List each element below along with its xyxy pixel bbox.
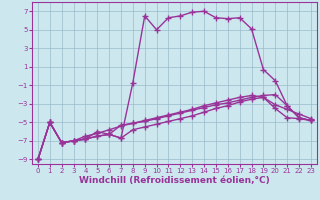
X-axis label: Windchill (Refroidissement éolien,°C): Windchill (Refroidissement éolien,°C) <box>79 176 270 185</box>
